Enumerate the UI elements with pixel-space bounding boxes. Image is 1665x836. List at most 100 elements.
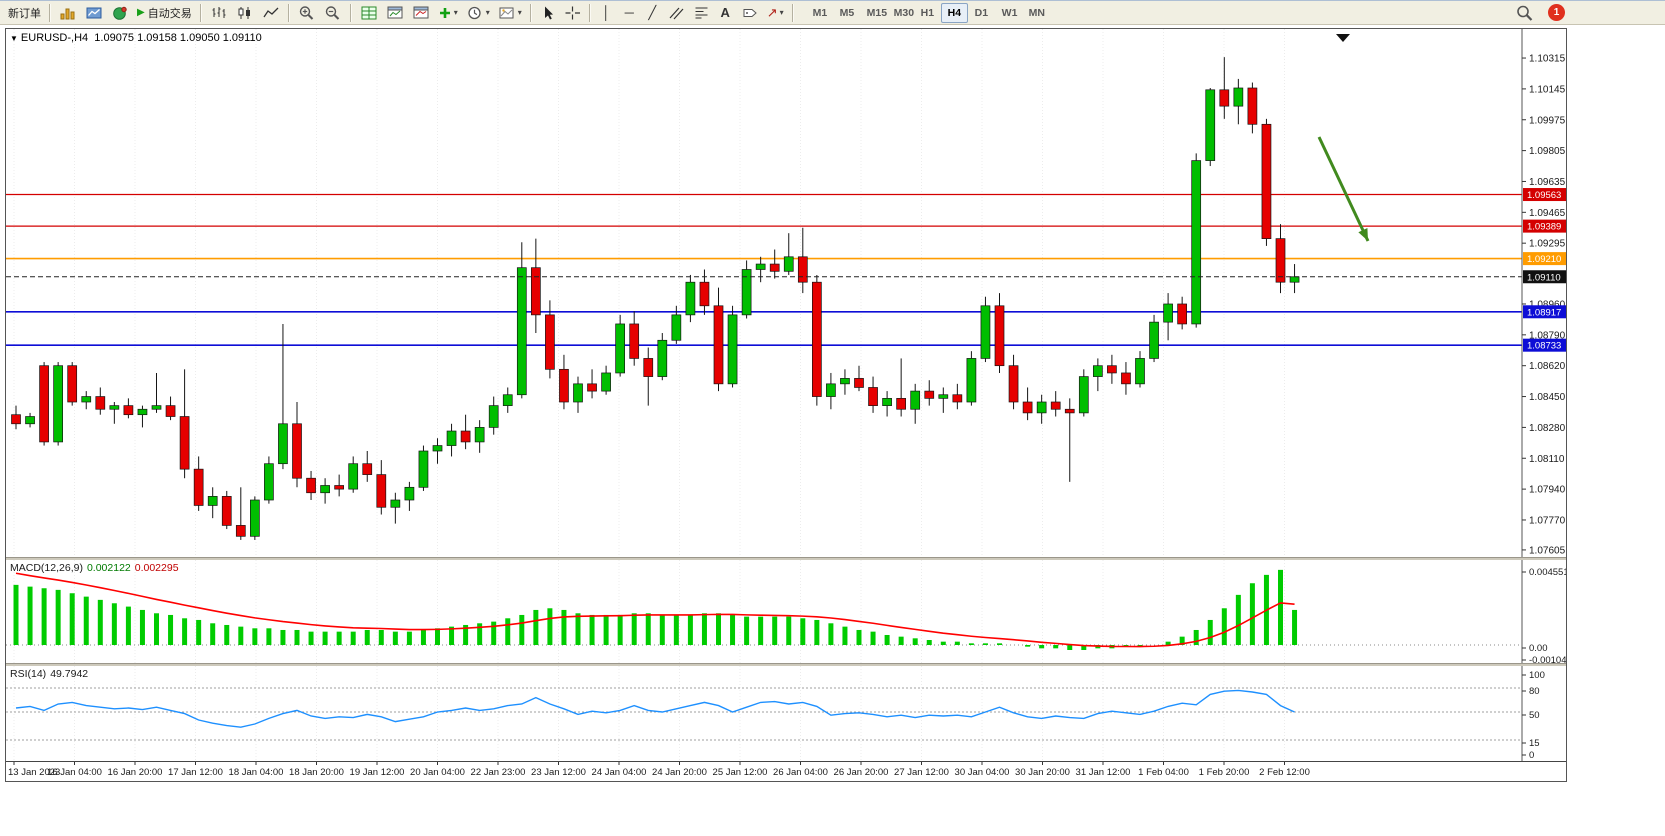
- period-button[interactable]: ▾: [462, 2, 494, 23]
- template-button[interactable]: ▾: [494, 2, 526, 23]
- svg-text:20 Jan 04:00: 20 Jan 04:00: [410, 767, 465, 778]
- toolbar-right-group: 1: [1511, 2, 1565, 23]
- zoom-out-button[interactable]: [320, 2, 346, 23]
- data-window-icon: [412, 5, 430, 21]
- new-chart-button[interactable]: [55, 2, 81, 23]
- time-axis[interactable]: 13 Jan 202316 Jan 04:0016 Jan 20:0017 Ja…: [6, 761, 1566, 781]
- time-axis-svg: 13 Jan 202316 Jan 04:0016 Jan 20:0017 Ja…: [6, 762, 1566, 781]
- vertical-line-icon: │: [602, 6, 610, 19]
- svg-text:0.00: 0.00: [1529, 643, 1548, 654]
- timeframe-H1-button[interactable]: H1: [914, 3, 941, 23]
- svg-text:80: 80: [1529, 686, 1540, 697]
- zoom-in-button[interactable]: [294, 2, 320, 23]
- timeframe-D1-button[interactable]: D1: [968, 3, 995, 23]
- svg-text:22 Jan 23:00: 22 Jan 23:00: [471, 767, 526, 778]
- macd-name: MACD(12,26,9): [10, 562, 83, 574]
- price-pane[interactable]: 1.103151.101451.099751.098051.096351.094…: [6, 29, 1566, 557]
- label-tool-button[interactable]: [737, 2, 763, 23]
- svg-text:1.08110: 1.08110: [1529, 454, 1565, 465]
- svg-text:26 Jan 20:00: 26 Jan 20:00: [834, 767, 889, 778]
- svg-text:1.08620: 1.08620: [1529, 361, 1566, 372]
- market-button[interactable]: [107, 2, 133, 23]
- svg-text:16 Jan 04:00: 16 Jan 04:00: [47, 767, 102, 778]
- horizontal-line-icon: ─: [625, 6, 634, 19]
- globe-icon: [111, 5, 129, 21]
- chart-area: ▼EURUSD-,H4 1.09075 1.09158 1.09050 1.09…: [5, 28, 1567, 782]
- svg-text:31 Jan 12:00: 31 Jan 12:00: [1076, 767, 1131, 778]
- timeframe-MN-button[interactable]: MN: [1022, 3, 1049, 23]
- svg-text:18 Jan 20:00: 18 Jan 20:00: [289, 767, 344, 778]
- svg-text:100: 100: [1529, 670, 1545, 681]
- svg-text:1.09635: 1.09635: [1529, 177, 1566, 188]
- macd-signal-value: 0.002295: [135, 562, 179, 574]
- toolbar-separator: [350, 4, 352, 22]
- rsi-pane[interactable]: 1008050150: [6, 666, 1566, 761]
- text-icon: A: [721, 6, 730, 19]
- play-icon: ▶: [137, 7, 145, 18]
- toolbar-separator: [589, 4, 591, 22]
- profiles-button[interactable]: [81, 2, 107, 23]
- svg-text:30 Jan 04:00: 30 Jan 04:00: [955, 767, 1010, 778]
- timeframe-W1-button[interactable]: W1: [995, 3, 1022, 23]
- timeframe-M15-button[interactable]: M15: [860, 3, 887, 23]
- macd-pane[interactable]: 0.0045510.00-0.001043: [6, 560, 1566, 663]
- notification-badge[interactable]: 1: [1548, 4, 1565, 21]
- search-button[interactable]: [1511, 2, 1538, 23]
- horizontal-line-tool-button[interactable]: ─: [618, 2, 641, 23]
- svg-text:50: 50: [1529, 710, 1540, 721]
- plus-icon: [438, 5, 452, 21]
- new-order-button[interactable]: 新订单: [4, 2, 45, 23]
- dropdown-caret-icon: ▾: [780, 8, 784, 17]
- svg-text:1.09389: 1.09389: [1527, 222, 1561, 233]
- dropdown-caret-icon: ▾: [486, 8, 490, 17]
- svg-text:1.09563: 1.09563: [1527, 190, 1561, 201]
- svg-text:1 Feb 04:00: 1 Feb 04:00: [1138, 767, 1189, 778]
- bar-chart-gold-icon: [59, 5, 77, 21]
- data-window-button[interactable]: [408, 2, 434, 23]
- line-chart-mode-button[interactable]: [258, 2, 284, 23]
- bar-chart-icon: [210, 5, 228, 21]
- svg-text:1 Feb 20:00: 1 Feb 20:00: [1199, 767, 1250, 778]
- svg-text:1.08917: 1.08917: [1527, 307, 1561, 318]
- autotrading-button[interactable]: ▶ 自动交易: [133, 2, 196, 23]
- candlestick-mode-button[interactable]: [232, 2, 258, 23]
- svg-text:1.09975: 1.09975: [1529, 115, 1566, 126]
- trendline-tool-button[interactable]: ╱: [641, 2, 664, 23]
- fibonacci-tool-button[interactable]: [689, 2, 714, 23]
- svg-text:26 Jan 04:00: 26 Jan 04:00: [773, 767, 828, 778]
- text-tool-button[interactable]: A: [714, 2, 737, 23]
- fibonacci-icon: [693, 5, 710, 21]
- svg-text:1.09110: 1.09110: [1527, 272, 1561, 283]
- svg-text:16 Jan 20:00: 16 Jan 20:00: [108, 767, 163, 778]
- timeframe-M30-button[interactable]: M30: [887, 3, 914, 23]
- rsi-value: 49.7942: [50, 668, 88, 680]
- svg-text:1.09805: 1.09805: [1529, 146, 1566, 157]
- timeframe-M5-button[interactable]: M5: [833, 3, 860, 23]
- tile-windows-button[interactable]: [356, 2, 382, 23]
- arrow-shape-icon: ↗: [767, 6, 778, 19]
- cursor-icon: [540, 5, 556, 21]
- vertical-line-tool-button[interactable]: │: [595, 2, 618, 23]
- autotrading-label: 自动交易: [148, 5, 192, 21]
- chart-window-button[interactable]: [382, 2, 408, 23]
- svg-text:1.10315: 1.10315: [1529, 54, 1566, 65]
- svg-text:18 Jan 04:00: 18 Jan 04:00: [229, 767, 284, 778]
- channel-tool-button[interactable]: [664, 2, 689, 23]
- crosshair-tool-button[interactable]: [560, 2, 585, 23]
- svg-text:1.10145: 1.10145: [1529, 84, 1566, 95]
- svg-text:24 Jan 04:00: 24 Jan 04:00: [592, 767, 647, 778]
- trendline-icon: ╱: [648, 6, 656, 19]
- bar-chart-mode-button[interactable]: [206, 2, 232, 23]
- cursor-tool-button[interactable]: [536, 2, 560, 23]
- svg-text:-0.001043: -0.001043: [1529, 655, 1566, 663]
- timeframe-H4-button[interactable]: H4: [941, 3, 968, 23]
- zoom-out-icon: [324, 5, 342, 21]
- svg-text:15: 15: [1529, 738, 1540, 749]
- svg-text:1.09210: 1.09210: [1527, 254, 1561, 265]
- add-indicator-button[interactable]: ▾: [434, 2, 462, 23]
- toolbar-separator: [200, 4, 202, 22]
- svg-text:1.08450: 1.08450: [1529, 392, 1566, 403]
- arrows-tool-button[interactable]: ↗ ▾: [763, 2, 788, 23]
- timeframe-M1-button[interactable]: M1: [806, 3, 833, 23]
- mt4-window: 新订单 ▶ 自动交易: [0, 0, 1665, 836]
